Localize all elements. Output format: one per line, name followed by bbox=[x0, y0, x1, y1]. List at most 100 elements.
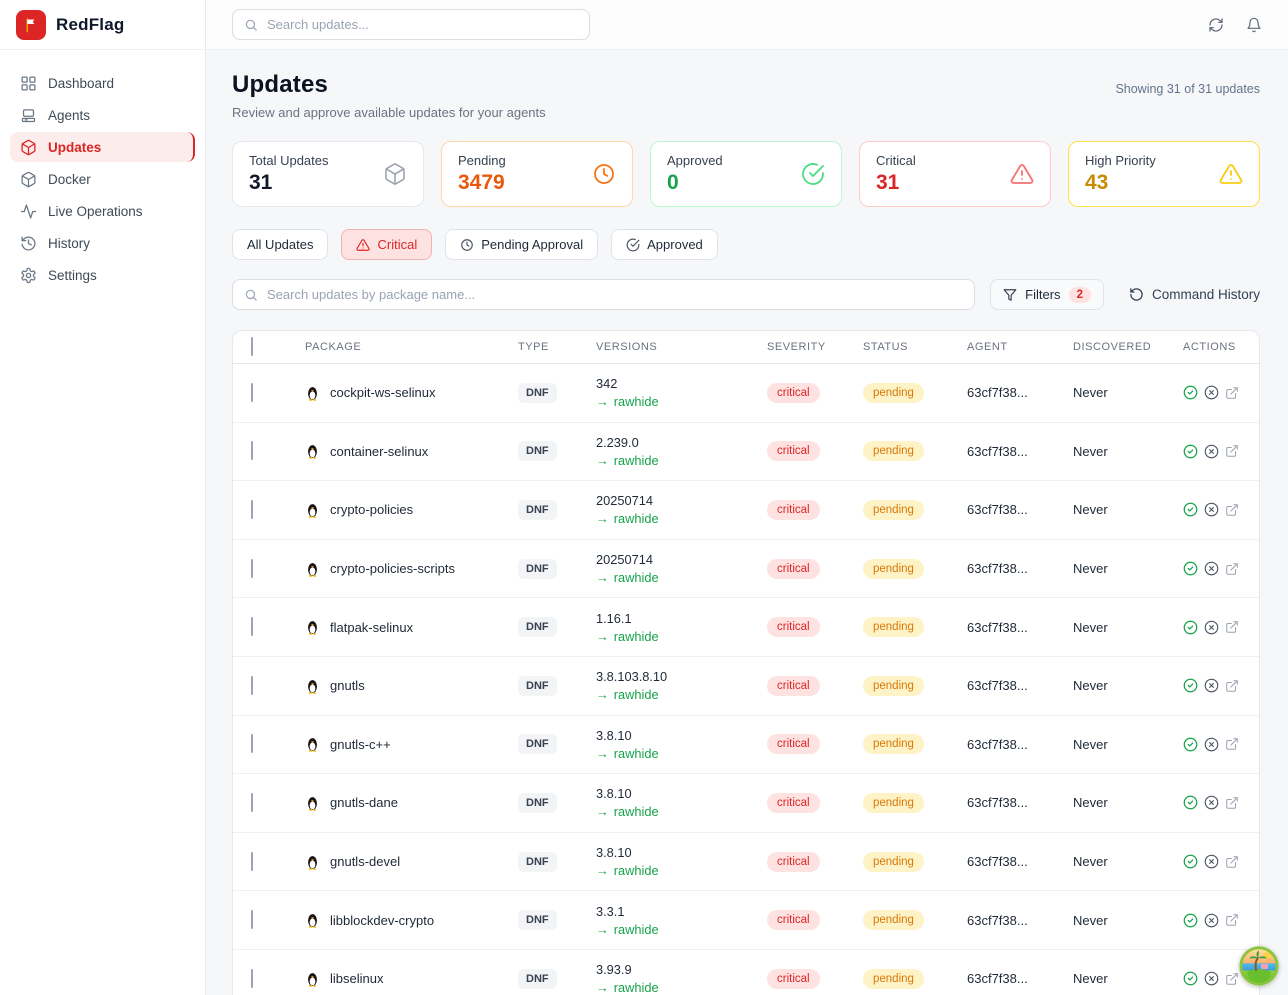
external-link-button[interactable] bbox=[1225, 503, 1239, 517]
version-to: → rawhide bbox=[596, 511, 659, 527]
external-link-icon bbox=[1226, 621, 1238, 633]
row-checkbox[interactable] bbox=[251, 617, 253, 637]
sidebar-item-updates[interactable]: Updates bbox=[10, 132, 195, 162]
row-checkbox[interactable] bbox=[251, 558, 253, 578]
status-badge: pending bbox=[863, 910, 924, 931]
column-header-type: TYPE bbox=[518, 341, 549, 353]
external-link-button[interactable] bbox=[1225, 679, 1239, 693]
reject-button[interactable] bbox=[1204, 444, 1219, 459]
row-checkbox[interactable] bbox=[251, 910, 253, 930]
sidebar-item-label: History bbox=[48, 235, 91, 251]
alert-triangle-icon bbox=[1010, 164, 1034, 184]
discovered-value: Never bbox=[1073, 502, 1108, 518]
row-checkbox[interactable] bbox=[251, 792, 253, 812]
refresh-icon[interactable] bbox=[1208, 17, 1224, 33]
circle-x-icon bbox=[1204, 913, 1219, 927]
package-search-input[interactable] bbox=[267, 287, 964, 302]
sidebar-item-settings[interactable]: Settings bbox=[10, 260, 195, 290]
version-to: → rawhide bbox=[596, 804, 659, 820]
reject-button[interactable] bbox=[1204, 913, 1219, 928]
sidebar-item-dashboard[interactable]: Dashboard bbox=[10, 68, 195, 98]
agents-server-icon bbox=[21, 108, 36, 122]
select-all-checkbox[interactable] bbox=[251, 337, 253, 356]
agent-id: 63cf7f38... bbox=[967, 443, 1028, 459]
external-link-button[interactable] bbox=[1225, 796, 1239, 810]
type-badge: DNF bbox=[518, 558, 557, 579]
reject-button[interactable] bbox=[1204, 620, 1219, 635]
external-link-button[interactable] bbox=[1225, 444, 1239, 458]
approve-button[interactable] bbox=[1183, 444, 1198, 459]
approve-button[interactable] bbox=[1183, 678, 1198, 693]
row-checkbox[interactable] bbox=[251, 499, 253, 519]
row-checkbox[interactable] bbox=[251, 382, 253, 402]
row-checkbox[interactable] bbox=[251, 734, 253, 754]
stat-card-total-updates: Total Updates 31 bbox=[232, 141, 424, 207]
external-link-button[interactable] bbox=[1225, 913, 1239, 927]
filters-label: Filters bbox=[1025, 287, 1061, 302]
reject-button[interactable] bbox=[1204, 678, 1219, 693]
desert-island-floating-button[interactable] bbox=[1239, 946, 1279, 986]
reject-button[interactable] bbox=[1204, 971, 1219, 986]
search-icon bbox=[245, 19, 257, 31]
sidebar-item-history[interactable]: History bbox=[10, 228, 195, 258]
table-row: flatpak-selinux DNF 1.16.1 → rawhide crit… bbox=[233, 598, 1259, 657]
approve-button[interactable] bbox=[1183, 737, 1198, 752]
sidebar-item-docker[interactable]: Docker bbox=[10, 164, 195, 194]
reject-button[interactable] bbox=[1204, 561, 1219, 576]
row-checkbox[interactable] bbox=[251, 851, 253, 871]
row-checkbox[interactable] bbox=[251, 675, 253, 695]
approve-button[interactable] bbox=[1183, 854, 1198, 869]
discovered-value: Never bbox=[1073, 736, 1108, 752]
package-name: gnutls bbox=[330, 678, 365, 694]
approve-button[interactable] bbox=[1183, 502, 1198, 517]
row-checkbox[interactable] bbox=[251, 441, 253, 461]
discovered-value: Never bbox=[1073, 912, 1108, 928]
reject-button[interactable] bbox=[1204, 502, 1219, 517]
column-header-severity: SEVERITY bbox=[767, 341, 826, 353]
tab-critical[interactable]: Critical bbox=[341, 229, 433, 260]
approve-button[interactable] bbox=[1183, 795, 1198, 810]
external-link-button[interactable] bbox=[1225, 737, 1239, 751]
circle-check-icon bbox=[1183, 913, 1198, 928]
filters-button[interactable]: Filters 2 bbox=[990, 279, 1104, 310]
global-search[interactable] bbox=[232, 9, 590, 40]
package-search[interactable] bbox=[232, 279, 976, 310]
external-link-button[interactable] bbox=[1225, 620, 1239, 634]
bell-icon[interactable] bbox=[1246, 17, 1262, 33]
external-link-button[interactable] bbox=[1225, 386, 1239, 400]
tab-label: Approved bbox=[647, 237, 703, 252]
clock-icon bbox=[594, 164, 614, 184]
external-link-button[interactable] bbox=[1225, 855, 1239, 869]
approve-button[interactable] bbox=[1183, 385, 1198, 400]
severity-badge: critical bbox=[767, 675, 820, 696]
external-link-button[interactable] bbox=[1225, 972, 1239, 986]
tab-approved[interactable]: Approved bbox=[611, 229, 718, 260]
sidebar-item-live-operations[interactable]: Live Operations bbox=[10, 196, 195, 226]
results-count: Showing 31 of 31 updates bbox=[1115, 82, 1260, 96]
circle-x-icon bbox=[1204, 971, 1219, 986]
package-name: container-selinux bbox=[330, 443, 429, 459]
tab-pending-approval[interactable]: Pending Approval bbox=[445, 229, 599, 260]
reject-button[interactable] bbox=[1204, 795, 1219, 810]
agent-id: 63cf7f38... bbox=[967, 912, 1028, 928]
reject-button[interactable] bbox=[1204, 385, 1219, 400]
external-link-icon bbox=[1226, 679, 1238, 692]
penguin-icon bbox=[308, 386, 317, 401]
severity-badge: critical bbox=[767, 499, 820, 520]
external-link-button[interactable] bbox=[1225, 562, 1239, 576]
agent-id: 63cf7f38... bbox=[967, 971, 1028, 987]
row-checkbox[interactable] bbox=[251, 968, 253, 988]
global-search-input[interactable] bbox=[267, 17, 578, 32]
command-history-button[interactable]: Command History bbox=[1129, 287, 1260, 302]
approve-button[interactable] bbox=[1183, 913, 1198, 928]
approve-button[interactable] bbox=[1183, 561, 1198, 576]
sidebar-item-label: Docker bbox=[48, 171, 91, 187]
approve-button[interactable] bbox=[1183, 971, 1198, 986]
tab-all-updates[interactable]: All Updates bbox=[232, 229, 329, 260]
reject-button[interactable] bbox=[1204, 737, 1219, 752]
sidebar-item-agents[interactable]: Agents bbox=[10, 100, 195, 130]
approve-button[interactable] bbox=[1183, 620, 1198, 635]
version-from: 20250714 bbox=[596, 552, 653, 568]
version-to: → rawhide bbox=[596, 863, 659, 879]
reject-button[interactable] bbox=[1204, 854, 1219, 869]
